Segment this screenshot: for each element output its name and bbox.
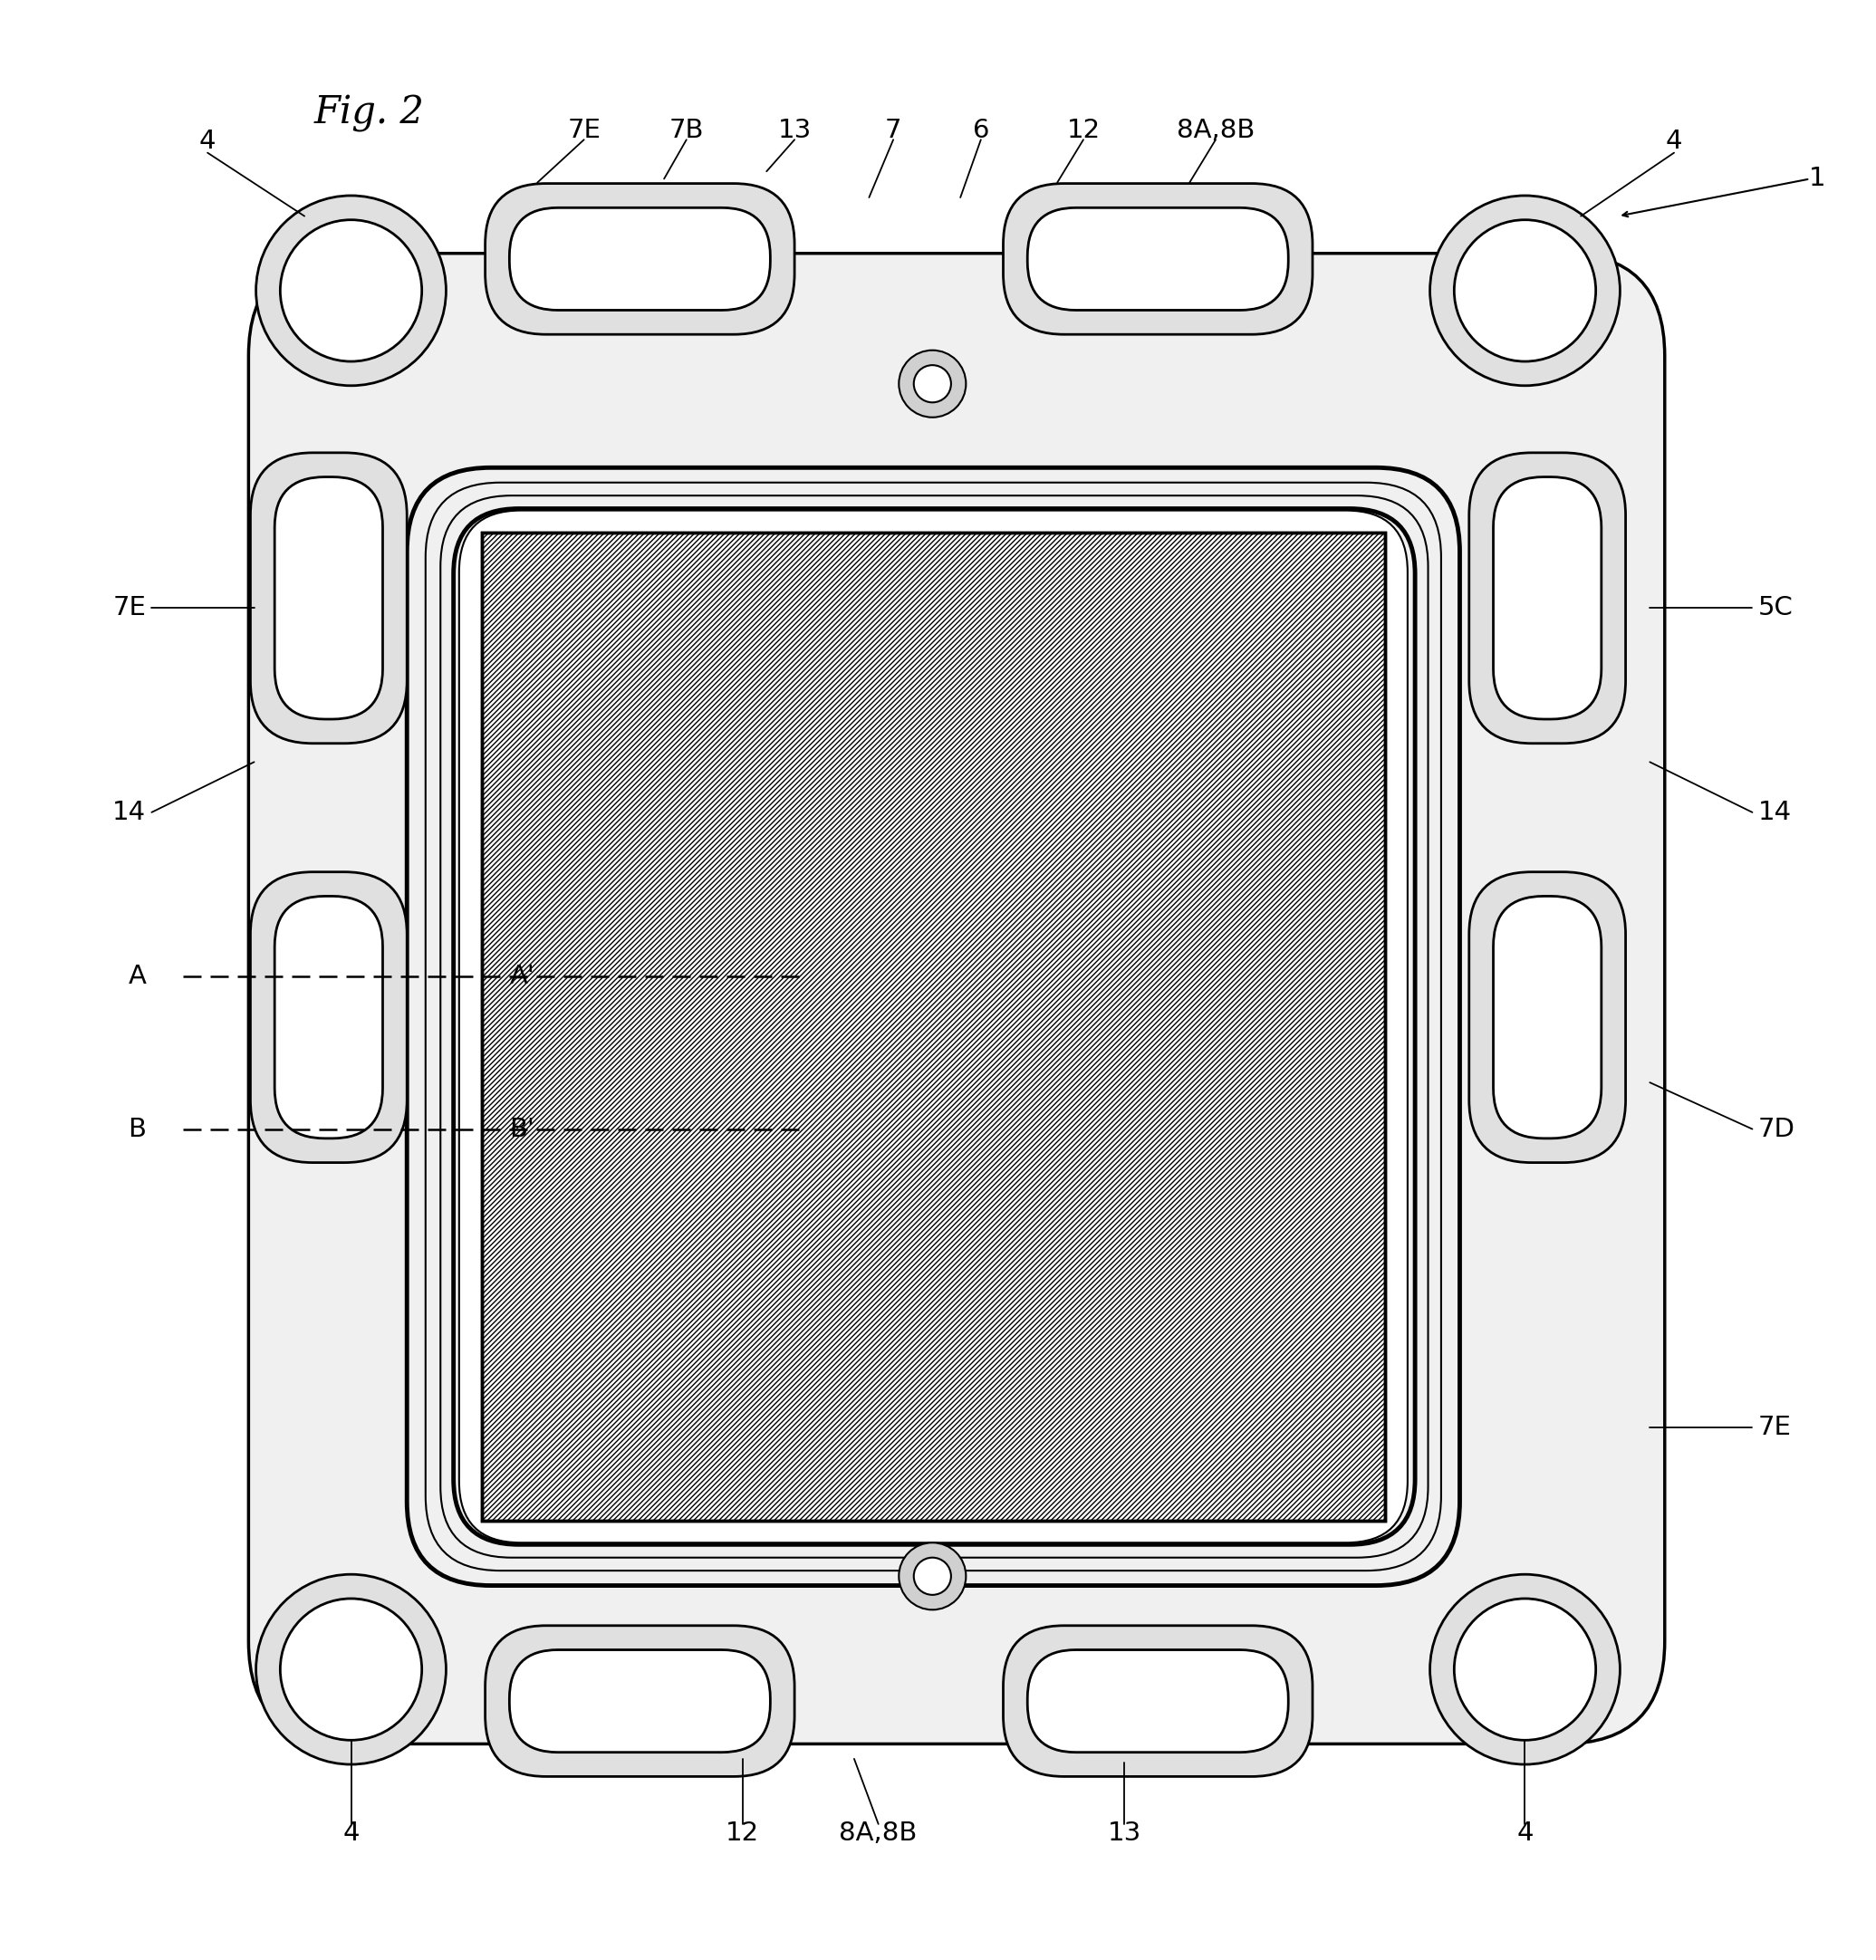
Bar xyxy=(482,533,1384,1521)
FancyBboxPatch shape xyxy=(248,253,1664,1744)
Circle shape xyxy=(1430,1574,1621,1764)
Circle shape xyxy=(1430,196,1621,386)
FancyBboxPatch shape xyxy=(510,208,771,310)
FancyBboxPatch shape xyxy=(274,476,383,719)
FancyBboxPatch shape xyxy=(1493,896,1602,1139)
FancyBboxPatch shape xyxy=(250,872,407,1162)
FancyBboxPatch shape xyxy=(250,453,407,743)
Text: 7E: 7E xyxy=(1758,1415,1792,1441)
Text: 7: 7 xyxy=(885,118,902,143)
Text: 5C: 5C xyxy=(1758,594,1793,619)
FancyBboxPatch shape xyxy=(486,1625,795,1776)
FancyBboxPatch shape xyxy=(1004,184,1313,335)
Text: 13: 13 xyxy=(1107,1821,1141,1846)
Text: 1: 1 xyxy=(1808,167,1825,192)
Circle shape xyxy=(1454,220,1596,361)
Text: 12: 12 xyxy=(726,1821,760,1846)
FancyBboxPatch shape xyxy=(510,1650,771,1752)
Text: 14: 14 xyxy=(1758,800,1792,825)
FancyBboxPatch shape xyxy=(486,184,795,335)
Text: 7D: 7D xyxy=(1758,1117,1795,1143)
Text: 13: 13 xyxy=(779,118,812,143)
Circle shape xyxy=(255,1574,446,1764)
Text: 14: 14 xyxy=(113,800,146,825)
Text: A: A xyxy=(128,964,146,990)
Circle shape xyxy=(899,351,966,417)
Text: B': B' xyxy=(510,1117,535,1143)
Text: 6: 6 xyxy=(972,118,989,143)
Text: 8A,8B: 8A,8B xyxy=(839,1821,917,1846)
Text: 4: 4 xyxy=(199,129,216,155)
Text: 4: 4 xyxy=(1666,129,1683,155)
Text: 12: 12 xyxy=(1067,118,1099,143)
FancyBboxPatch shape xyxy=(1028,1650,1289,1752)
Circle shape xyxy=(1454,1599,1596,1740)
Text: 7B: 7B xyxy=(670,118,704,143)
Text: 4: 4 xyxy=(1516,1821,1533,1846)
Circle shape xyxy=(280,1599,422,1740)
Text: 7E: 7E xyxy=(567,118,600,143)
Text: A': A' xyxy=(510,964,535,990)
Circle shape xyxy=(899,1543,966,1609)
FancyBboxPatch shape xyxy=(1493,476,1602,719)
Text: 8A,8B: 8A,8B xyxy=(1176,118,1255,143)
Text: 7E: 7E xyxy=(113,594,146,619)
FancyBboxPatch shape xyxy=(460,510,1407,1543)
FancyBboxPatch shape xyxy=(1469,872,1626,1162)
FancyBboxPatch shape xyxy=(471,521,1396,1531)
Text: Fig. 2: Fig. 2 xyxy=(313,94,424,133)
Text: 4: 4 xyxy=(343,1821,360,1846)
FancyBboxPatch shape xyxy=(1469,453,1626,743)
Circle shape xyxy=(914,365,951,402)
FancyBboxPatch shape xyxy=(274,896,383,1139)
Text: B: B xyxy=(128,1117,146,1143)
FancyBboxPatch shape xyxy=(1004,1625,1313,1776)
Circle shape xyxy=(280,220,422,361)
Circle shape xyxy=(914,1558,951,1595)
Bar xyxy=(482,533,1384,1521)
FancyBboxPatch shape xyxy=(1028,208,1289,310)
Circle shape xyxy=(255,196,446,386)
